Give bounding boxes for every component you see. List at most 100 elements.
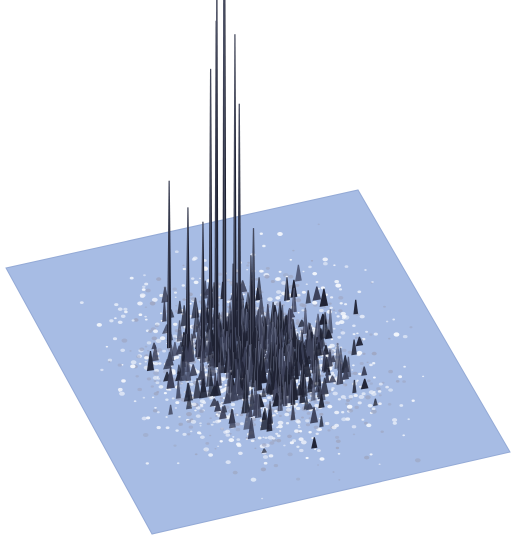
- surface-speckle: [289, 441, 294, 445]
- surface-speckle: [320, 358, 323, 360]
- peak-spike: [237, 103, 242, 360]
- spike-highlight: [267, 319, 269, 351]
- surface-speckle: [371, 409, 377, 414]
- surface-speckle: [281, 281, 287, 285]
- surface-speckle: [369, 333, 373, 336]
- surface-speckle: [279, 430, 282, 432]
- surface-bump: [161, 286, 169, 303]
- surface-speckle: [174, 250, 179, 254]
- surface-speckle: [138, 313, 143, 317]
- surface-speckle: [246, 264, 250, 267]
- surface-speckle: [198, 277, 202, 280]
- surface-speckle: [316, 409, 319, 411]
- peak-spike: [248, 255, 254, 366]
- surface-speckle: [293, 406, 297, 409]
- surface-speckle: [178, 415, 181, 418]
- surface-speckle: [358, 394, 365, 399]
- surface-speckle: [371, 351, 377, 356]
- surface-speckle: [109, 319, 114, 323]
- surface-speckle: [317, 464, 320, 466]
- surface-speckle: [129, 276, 134, 280]
- surface-speckle: [220, 388, 226, 393]
- surface-speckle: [282, 312, 287, 316]
- surface-speckle: [165, 416, 168, 418]
- surface-speckle: [296, 445, 300, 448]
- surface-speckle: [225, 460, 231, 465]
- surface-speckle: [355, 380, 358, 383]
- surface-speckle: [371, 281, 374, 283]
- surface-speckle: [352, 371, 358, 376]
- surface-speckle: [131, 319, 135, 322]
- surface-speckle: [332, 471, 335, 473]
- surface-speckle: [206, 422, 211, 426]
- spike-highlight: [218, 362, 220, 386]
- surface-bump: [328, 375, 337, 383]
- surface-speckle: [361, 392, 366, 396]
- surface-speckle: [296, 477, 301, 481]
- surface-speckle: [340, 311, 346, 316]
- surface-bump: [175, 380, 181, 399]
- spike-highlight: [336, 342, 338, 369]
- surface-bump: [305, 290, 311, 304]
- surface-speckle: [345, 417, 351, 421]
- surface-speckle: [269, 441, 275, 445]
- surface-speckle: [154, 324, 159, 328]
- spike-highlight: [292, 378, 294, 405]
- surface-speckle: [232, 436, 235, 438]
- surface-speckle: [210, 423, 214, 426]
- surface-speckle: [329, 306, 333, 309]
- surface-speckle: [372, 362, 376, 365]
- surface-speckle: [242, 293, 245, 296]
- surface-speckle: [308, 265, 312, 269]
- surface-speckle: [181, 284, 186, 287]
- surface-speckle: [275, 432, 279, 435]
- surface-bump: [225, 348, 232, 379]
- surface-speckle: [235, 422, 240, 426]
- surface-speckle: [148, 329, 153, 333]
- surface-speckle: [305, 419, 310, 423]
- surface-speckle: [300, 440, 307, 445]
- surface-speckle: [119, 391, 125, 396]
- surface-speckle: [285, 275, 289, 278]
- surface-speckle: [218, 296, 222, 299]
- surface-speckle: [172, 287, 177, 291]
- surface-speckle: [175, 429, 179, 432]
- surface-speckle: [257, 436, 262, 440]
- surface-speckle: [359, 385, 362, 388]
- surface-speckle: [341, 411, 345, 414]
- surface-bump: [249, 388, 256, 411]
- surface-bump: [307, 375, 313, 393]
- surface-bump: [216, 362, 222, 387]
- peak-spike: [213, 248, 219, 368]
- spike-highlight: [256, 360, 259, 391]
- surface-speckle: [398, 375, 403, 379]
- surface-speckle: [340, 329, 343, 331]
- surface-speckle: [188, 425, 194, 429]
- surface-speckle: [284, 412, 290, 417]
- surface-speckle: [301, 416, 304, 419]
- surface-speckle: [105, 345, 109, 348]
- surface-speckle: [145, 462, 149, 465]
- surface-speckle: [208, 453, 214, 457]
- surface-speckle: [272, 437, 276, 440]
- surface-speckle: [317, 223, 320, 226]
- surface-speckle: [118, 390, 121, 393]
- surface-speckle: [175, 305, 178, 307]
- surface-bump: [290, 404, 296, 421]
- surface-speckle: [301, 317, 304, 319]
- surface-bump: [305, 403, 314, 411]
- surface-speckle: [278, 414, 282, 417]
- surface-speckle: [212, 421, 216, 424]
- surface-speckle: [338, 309, 343, 313]
- surface-speckle: [264, 436, 268, 440]
- surface-speckle: [199, 435, 205, 439]
- surface-bump: [286, 384, 292, 404]
- surface-speckle: [178, 353, 181, 356]
- peak-spike: [200, 221, 206, 359]
- surface-speckle: [214, 414, 218, 418]
- surface-bump: [241, 390, 251, 414]
- surface-speckle: [373, 332, 378, 336]
- surface-speckle: [295, 283, 300, 287]
- surface-speckle: [331, 387, 335, 390]
- surface-speckle: [287, 452, 293, 457]
